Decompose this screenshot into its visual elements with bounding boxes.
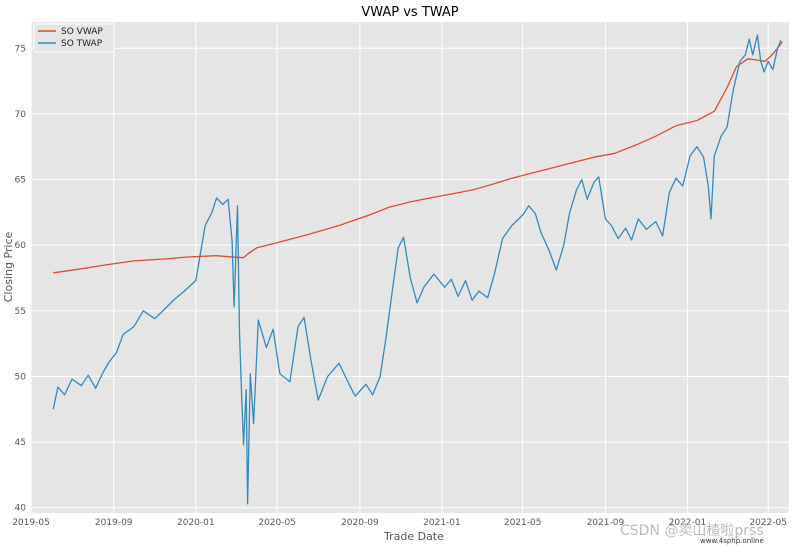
- x-tick-label: 2020-05: [258, 518, 296, 528]
- series-line-so-twap: [52, 34, 782, 505]
- y-tick-label: 45: [15, 438, 26, 448]
- x-tick-label: 2020-01: [177, 518, 215, 528]
- x-tick-label: 2021-05: [504, 518, 542, 528]
- x-tick-label: 2022-05: [749, 518, 787, 528]
- x-tick-label: 2021-01: [423, 518, 461, 528]
- x-tick-label: 2022-01: [669, 518, 707, 528]
- grid: [30, 22, 789, 513]
- y-tick-label: 50: [15, 372, 27, 382]
- plot-area: [31, 22, 789, 513]
- y-tick-label: 75: [15, 44, 26, 54]
- watermark-subtext: www.4sphp.online: [700, 537, 764, 545]
- legend-label-vwap: SO VWAP: [61, 27, 103, 37]
- series-layer: [52, 34, 783, 505]
- x-tick-label: 2019-09: [95, 518, 133, 528]
- y-tick-label: 70: [15, 110, 27, 120]
- legend-label-twap: SO TWAP: [61, 39, 103, 49]
- chart-title: VWAP vs TWAP: [361, 5, 458, 20]
- x-axis-label: Trade Date: [383, 530, 444, 543]
- tick-labels: 2019-05 2019-09 2020-01 2020-05 2020-09 2021-…: [12, 44, 787, 528]
- y-axis-label: Closing Price: [2, 232, 15, 303]
- series-line-so-vwap: [53, 41, 783, 274]
- x-tick-label: 2021-09: [587, 518, 625, 528]
- watermark-text: CSDN @卖山楂啦prss: [620, 523, 764, 539]
- y-tick-label: 40: [15, 504, 27, 514]
- x-tick-label: 2020-09: [341, 518, 379, 528]
- legend: SO VWAP SO TWAP: [33, 23, 115, 53]
- x-tick-label: 2019-05: [12, 518, 50, 528]
- y-tick-label: 65: [15, 176, 26, 186]
- y-tick-label: 60: [15, 241, 27, 251]
- y-tick-label: 55: [15, 307, 26, 317]
